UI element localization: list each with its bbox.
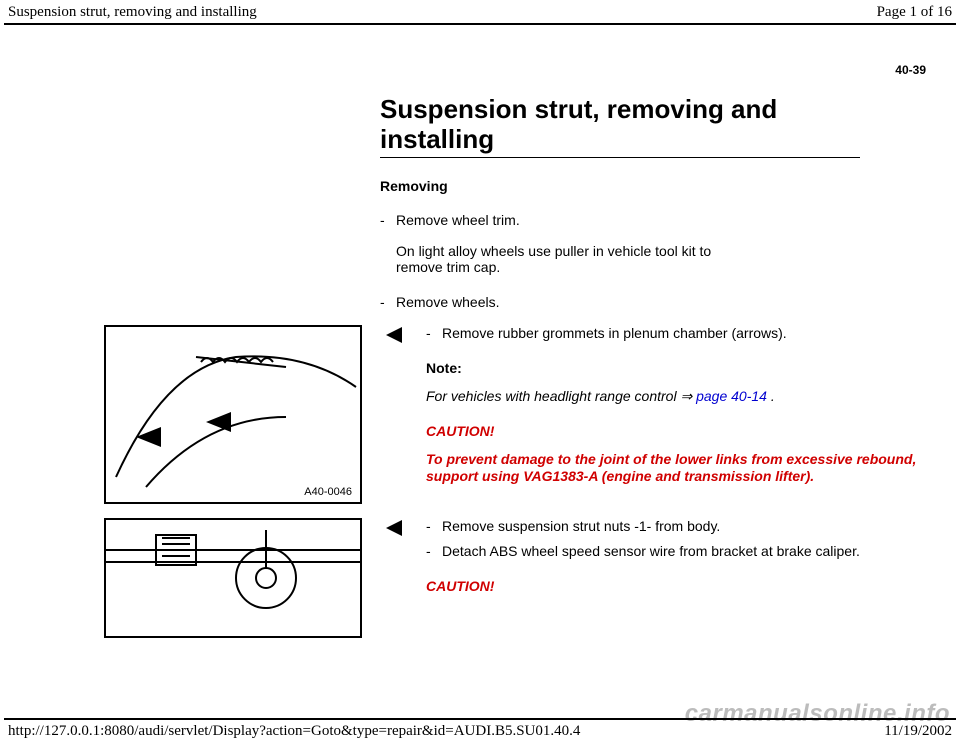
list-dash: -: [426, 325, 442, 342]
page-title: Suspension strut, removing and installin…: [380, 95, 860, 158]
caution-body: To prevent damage to the joint of the lo…: [426, 451, 920, 486]
note-suffix: .: [767, 388, 775, 404]
footer-date: 11/19/2002: [884, 723, 952, 740]
figure-schematic-icon: [106, 327, 360, 502]
step-remove-nuts: - Remove suspension strut nuts -1- from …: [426, 518, 920, 535]
figure-a40-0046: A40-0046: [104, 325, 362, 504]
step-detach-abs: - Detach ABS wheel speed sensor wire fro…: [426, 543, 920, 560]
header-title: Suspension strut, removing and installin…: [8, 4, 257, 21]
step-text: Remove suspension strut nuts -1- from bo…: [442, 518, 720, 535]
header-page-indicator: Page 1 of 16: [877, 4, 952, 21]
step-remove-grommets: - Remove rubber grommets in plenum chamb…: [426, 325, 920, 342]
page-number: 40-39: [0, 63, 960, 77]
pointer-arrow-icon: [386, 520, 402, 536]
pointer-arrow-icon: [386, 327, 402, 343]
caution-heading: CAUTION!: [426, 578, 920, 594]
title-block: Suspension strut, removing and installin…: [380, 95, 920, 311]
step-text: Detach ABS wheel speed sensor wire from …: [442, 543, 860, 560]
step-note-alloy: On light alloy wheels use puller in vehi…: [396, 243, 716, 277]
header-rule: [4, 23, 956, 25]
figure-caption: A40-0046: [302, 486, 354, 498]
section-strut-nuts: - Remove suspension strut nuts -1- from …: [40, 518, 920, 638]
section-grommets: A40-0046 - Remove rubber grommets in ple…: [40, 325, 920, 504]
list-dash: -: [426, 518, 442, 535]
footer-rule: [4, 718, 956, 720]
print-footer: http://127.0.0.1:8080/audi/servlet/Displ…: [0, 723, 960, 740]
step-remove-trim: - Remove wheel trim.: [380, 212, 920, 229]
footer-url: http://127.0.0.1:8080/audi/servlet/Displ…: [8, 723, 580, 740]
figure-strut-nuts: [104, 518, 362, 638]
note-heading: Note:: [426, 360, 920, 376]
print-header: Suspension strut, removing and installin…: [0, 0, 960, 23]
list-dash: -: [380, 294, 396, 311]
step-text: Remove rubber grommets in plenum chamber…: [442, 325, 787, 342]
caution-heading: CAUTION!: [426, 423, 920, 439]
note-body: For vehicles with headlight range contro…: [426, 388, 920, 405]
step-text: Remove wheels.: [396, 294, 500, 311]
section-text: - Remove rubber grommets in plenum chamb…: [426, 325, 920, 504]
note-prefix: For vehicles with headlight range contro…: [426, 388, 696, 404]
step-remove-wheels: - Remove wheels.: [380, 294, 920, 311]
list-dash: -: [380, 212, 396, 229]
page-link[interactable]: page 40-14: [696, 388, 767, 404]
section-text: - Remove suspension strut nuts -1- from …: [426, 518, 920, 638]
list-dash: -: [426, 543, 442, 560]
figure-schematic-icon: [106, 520, 360, 636]
subheading-removing: Removing: [380, 178, 920, 194]
step-text: Remove wheel trim.: [396, 212, 520, 229]
content-area: Suspension strut, removing and installin…: [0, 95, 960, 638]
